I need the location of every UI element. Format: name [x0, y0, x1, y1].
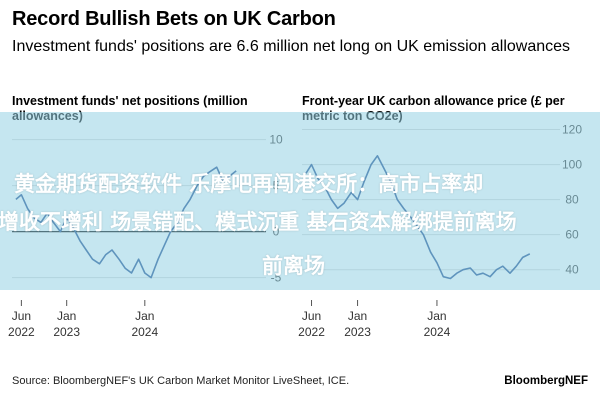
x-tick-label-year: 2022: [298, 325, 325, 339]
x-tick-label-year: 2022: [8, 325, 35, 339]
overlay-text-line-3: 前离场: [262, 254, 325, 278]
x-tick-label-month: Jun: [12, 309, 31, 323]
x-tick-label-month: Jan: [57, 309, 76, 323]
x-tick-label-month: Jan: [427, 309, 446, 323]
brand-logo-text: BloombergNEF: [504, 375, 588, 387]
x-tick-label-year: 2023: [53, 325, 80, 339]
x-tick-label-month: Jun: [302, 309, 321, 323]
source-note: Source: BloombergNEF's UK Carbon Market …: [12, 375, 350, 387]
overlay-text-line-1: 黄金期货配资软件 乐摩吧再闯港交所：高市占率却: [14, 172, 484, 196]
page-title: Record Bullish Bets on UK Carbon: [12, 8, 336, 30]
overlay-band: [0, 112, 600, 290]
page-subtitle: Investment funds' positions are 6.6 mill…: [12, 38, 571, 55]
x-tick-label-month: Jan: [135, 309, 154, 323]
x-tick-label-year: 2024: [131, 325, 158, 339]
x-tick-label-year: 2024: [424, 325, 451, 339]
x-tick-label-month: Jan: [348, 309, 367, 323]
overlay-text-line-2: 增收不增利 场景错配、模式沉重 基石资本解绑提前离场: [0, 210, 517, 234]
x-tick-label-year: 2023: [344, 325, 371, 339]
